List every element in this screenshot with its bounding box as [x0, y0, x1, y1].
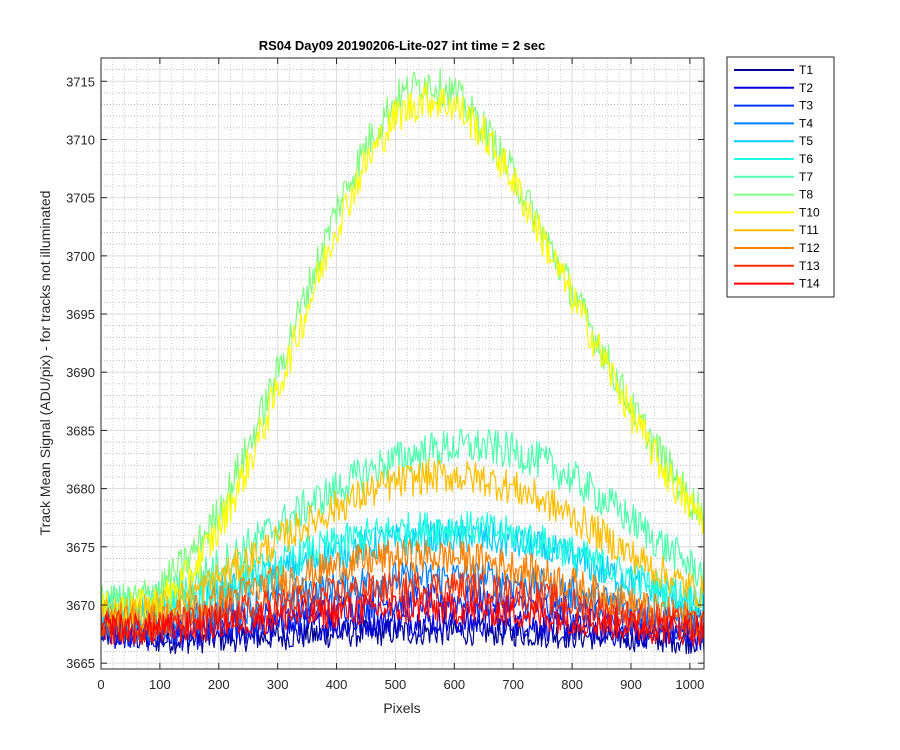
y-tick-label: 3695 [66, 307, 95, 322]
y-tick-label: 3700 [66, 249, 95, 264]
x-tick-label: 300 [267, 677, 289, 692]
y-axis-label: Track Mean Signal (ADU/pix) - for tracks… [37, 191, 53, 536]
legend-entry: T2 [734, 81, 813, 95]
legend-label: T7 [799, 170, 813, 184]
legend-label: T4 [799, 116, 813, 130]
series-line-t10 [100, 81, 705, 628]
y-tick-label: 3680 [66, 482, 95, 497]
series-line-t7 [100, 428, 705, 620]
x-tick-label: 900 [620, 677, 642, 692]
y-tick-label: 3705 [66, 191, 95, 206]
legend-label: T1 [799, 63, 813, 77]
legend-entry: T10 [734, 205, 820, 219]
x-axis-label: Pixels [383, 700, 420, 716]
legend-label: T6 [799, 152, 813, 166]
legend-entry: T14 [734, 277, 820, 291]
legend-label: T13 [799, 259, 820, 273]
x-tick-label: 100 [149, 677, 171, 692]
legend-entry: T6 [734, 152, 813, 166]
y-tick-label: 3665 [66, 656, 95, 671]
legend-label: T5 [799, 134, 813, 148]
series-line-t11 [100, 458, 705, 631]
legend-label: T14 [799, 277, 820, 291]
legend-label: T3 [799, 99, 813, 113]
series-line-t12 [100, 539, 705, 638]
legend-label: T12 [799, 241, 820, 255]
y-tick-label: 3675 [66, 540, 95, 555]
x-tick-label: 700 [502, 677, 524, 692]
legend-label: T8 [799, 188, 813, 202]
legend-entry: T13 [734, 259, 820, 273]
x-tick-label: 500 [385, 677, 407, 692]
x-tick-label: 600 [443, 677, 465, 692]
plot-frame [100, 57, 705, 670]
y-tick-label: 3690 [66, 365, 95, 380]
x-tick-label: 800 [561, 677, 583, 692]
y-tick-label: 3715 [66, 74, 95, 89]
x-tick-labels: 0 100 200 300 400 500 600 700 800 900 1000 [97, 677, 704, 692]
legend-entry: T4 [734, 116, 813, 130]
series-line-t6 [100, 510, 705, 626]
x-tick-label: 400 [326, 677, 348, 692]
series-line-t1 [100, 617, 705, 655]
tick-marks [100, 58, 704, 669]
legend: T1 T2 T3 T4 T5 T6 T7 T8 T10 T11 T12 T13 T14 [726, 56, 835, 298]
legend-label: T11 [799, 223, 819, 237]
y-tick-label: 3710 [66, 132, 95, 147]
x-tick-label: 200 [208, 677, 230, 692]
series-line-t13 [100, 570, 705, 643]
x-tick-label: 1000 [675, 677, 704, 692]
legend-entry: T3 [734, 99, 813, 113]
series-line-t14 [100, 592, 705, 647]
legend-label: T10 [799, 205, 820, 219]
legend-entry: T8 [734, 188, 813, 202]
y-tick-label: 3685 [66, 423, 95, 438]
legend-entry: T11 [734, 223, 819, 237]
y-tick-labels: 3665 3670 3675 3680 3685 3690 3695 3700 3705 3710… [66, 74, 95, 671]
legend-entry: T5 [734, 134, 813, 148]
legend-entry: T1 [734, 63, 813, 77]
legend-entry: T12 [734, 241, 820, 255]
legend-entry: T7 [734, 170, 813, 184]
y-tick-label: 3670 [66, 598, 95, 613]
chart-title: RS04 Day09 20190206-Lite-027 int time = … [259, 38, 546, 53]
series-layer [100, 68, 705, 655]
x-tick-label: 0 [97, 677, 104, 692]
legend-label: T2 [799, 81, 813, 95]
